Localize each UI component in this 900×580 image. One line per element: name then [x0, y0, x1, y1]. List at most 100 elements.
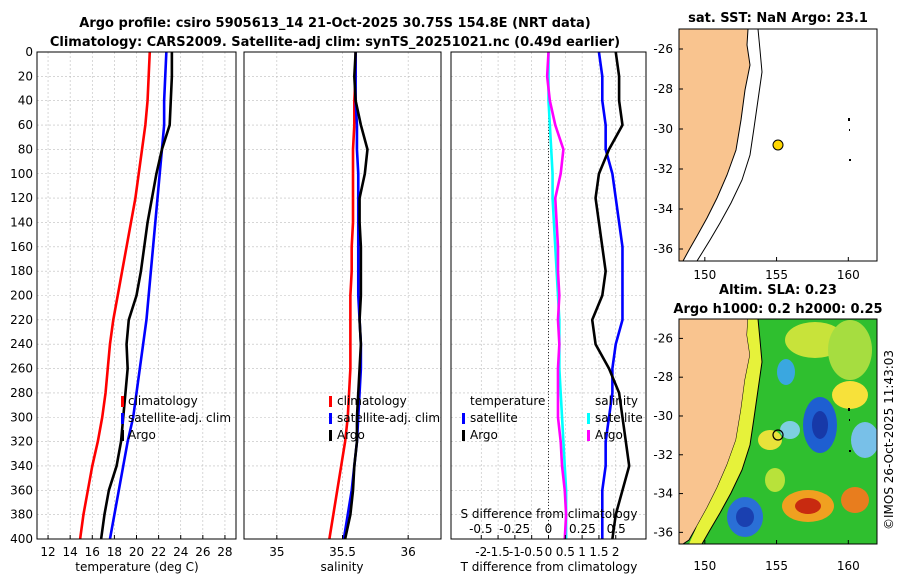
sst-isobath: [696, 28, 763, 262]
series-line-salinity-argo: [545, 51, 568, 540]
legend-label-s-argo: Argo: [595, 428, 623, 442]
sla-map-axes: -26 -28 -30 -32 -34 -36 150 155 160: [653, 331, 859, 573]
grid: [37, 51, 236, 540]
x-tick-label: 2: [612, 545, 620, 559]
map-y-tick-label: -32: [653, 448, 673, 462]
sla-blob: [736, 507, 754, 527]
sla-blob: [828, 320, 872, 380]
sst-island: [848, 118, 850, 121]
imos-watermark: ©IMOS 26-Oct-2025 11:43:03: [882, 350, 896, 530]
t-difference-axis-label: T difference from climatology: [460, 560, 638, 574]
map-x-tick-label: 150: [693, 559, 716, 573]
x-tick-label: 35.5: [329, 545, 356, 559]
depth-tick-label: 100: [10, 167, 33, 181]
temperature-panel: 12 14 16 18 20 22 24 26 28: [36, 51, 237, 559]
sla-map-frame: [678, 318, 878, 545]
legend-swatch-s-argo: [587, 430, 590, 441]
x-tick-label: 0: [545, 545, 553, 559]
map-x-tick-label: 160: [837, 559, 860, 573]
x-tick-label: 1.5: [589, 545, 608, 559]
sla-map-title-line2: Argo h1000: 0.2 h2000: 0.25: [673, 302, 882, 317]
legend-swatch-argo: [121, 430, 124, 441]
map-x-tick-label: 155: [765, 268, 788, 282]
figure-title-line2: Climatology: CARS2009. Satellite-adj cli…: [50, 35, 620, 50]
s-tick-label: 0.25: [569, 522, 596, 536]
depth-tick-label: 280: [10, 386, 33, 400]
map-y-tick-label: -30: [653, 409, 673, 423]
map-y-tick-label: -30: [653, 122, 673, 136]
legend-label-satellite: satellite-adj. clim: [128, 411, 231, 425]
sla-argo-marker: [772, 429, 784, 441]
s-tick-label: -0.5: [469, 522, 492, 536]
s-difference-axis-label: S difference from climatology: [461, 507, 638, 521]
sla-blob: [780, 421, 800, 439]
s-tick-label: 0: [545, 522, 553, 536]
difference-legend: temperature satellite Argo salinity sate…: [462, 394, 643, 442]
s-tick-label: 0.5: [607, 522, 626, 536]
sla-blob: [851, 422, 877, 458]
depth-tick-label: 80: [18, 142, 33, 156]
map-y-tick-label: -28: [653, 82, 673, 96]
legend-label-t-satellite: satellite: [470, 411, 518, 425]
depth-tick-label: 20: [18, 69, 33, 83]
sst-map-axes: -26 -28 -30 -32 -34 -36 150 155 160: [653, 42, 859, 282]
legend-swatch-t-satellite: [462, 413, 465, 424]
x-tick-label: 16: [85, 545, 100, 559]
temperature-axis-label: temperature (deg C): [75, 560, 198, 574]
series-line-climatology: [328, 52, 357, 540]
series-line-satellite-adj-clim: [108, 51, 168, 540]
depth-axis: 0 20 40 60 80 100 120 140 160 180 200 220 240 260 280 3…: [10, 45, 33, 546]
x-tick-label: 20: [129, 545, 144, 559]
x-tick-label: 26: [195, 545, 210, 559]
depth-tick-label: 340: [10, 459, 33, 473]
legend-swatch-satellite: [121, 413, 124, 424]
sla-blob: [758, 430, 782, 450]
temperature-legend: climatology satellite-adj. clim Argo: [121, 394, 231, 442]
legend-label-argo: Argo: [128, 428, 156, 442]
map-y-tick-label: -32: [653, 162, 673, 176]
depth-tick-label: 120: [10, 191, 33, 205]
series-line-argo: [99, 52, 174, 540]
sla-blob: [765, 468, 785, 492]
legend-label-s-satellite: satellite: [595, 411, 643, 425]
map-y-tick-label: -28: [653, 370, 673, 384]
map-x-tick-label: 155: [765, 559, 788, 573]
map-x-tick-label: 150: [693, 268, 716, 282]
depth-tick-label: 40: [18, 94, 33, 108]
legend-title-temperature: temperature: [470, 394, 545, 408]
depth-tick-label: 360: [10, 483, 33, 497]
x-tick-label: 22: [151, 545, 166, 559]
depth-tick-label: 200: [10, 289, 33, 303]
depth-tick-label: 180: [10, 264, 33, 278]
legend-label-climatology: climatology: [128, 394, 198, 408]
depth-tick-label: 220: [10, 313, 33, 327]
x-tick-label: -0.5: [520, 545, 543, 559]
depth-tick-label: 0: [25, 45, 33, 59]
sla-shelf: [689, 319, 762, 544]
sla-blob: [832, 381, 868, 409]
sla-isobath: [701, 319, 763, 544]
sst-map-title: sat. SST: NaN Argo: 23.1: [688, 11, 868, 26]
map-y-tick-label: -36: [653, 525, 673, 539]
sla-blob: [841, 487, 869, 513]
x-tick-label: 0.5: [556, 545, 575, 559]
map-y-tick-label: -34: [653, 487, 673, 501]
depth-tick-label: 160: [10, 240, 33, 254]
x-tick-label: 18: [107, 545, 122, 559]
map-y-tick-label: -26: [653, 42, 673, 56]
salinity-legend: climatology satellite-adj. clim Argo: [329, 394, 440, 442]
x-tick-label: 1: [578, 545, 586, 559]
x-tick-label: 12: [40, 545, 55, 559]
salinity-panel: 35 35.5 36: [243, 51, 442, 559]
sst-island: [849, 129, 850, 131]
depth-tick-label: 380: [10, 508, 33, 522]
sst-land: [678, 28, 751, 262]
legend-label-argo: Argo: [337, 428, 365, 442]
x-tick-label: -2: [475, 545, 487, 559]
legend-label-climatology: climatology: [337, 394, 407, 408]
series-line-salinity-satellite: [547, 52, 568, 539]
sla-island: [849, 419, 850, 421]
legend-swatch-t-argo: [462, 430, 465, 441]
x-tick-label: -1: [509, 545, 521, 559]
legend-swatch-argo: [329, 430, 332, 441]
